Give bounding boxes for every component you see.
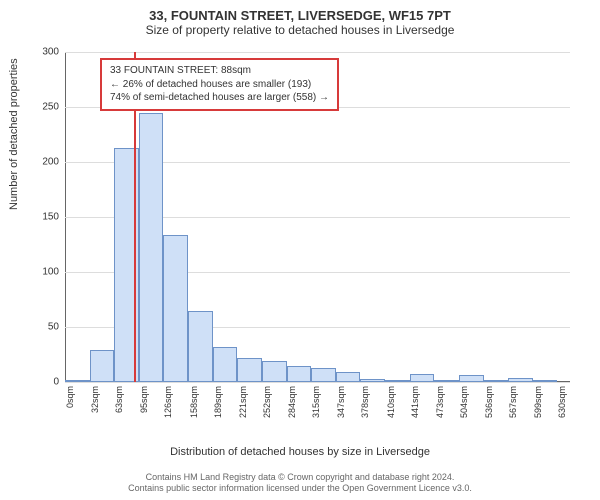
histogram-bar	[336, 372, 361, 382]
x-tick-label: 221sqm	[238, 386, 248, 418]
y-tick-label: 200	[27, 157, 59, 168]
x-tick-label: 347sqm	[336, 386, 346, 418]
footer-line-2: Contains public sector information licen…	[0, 483, 600, 494]
histogram-bar	[237, 358, 262, 382]
x-tick-label: 504sqm	[459, 386, 469, 418]
plot-area: 0501001502002503000sqm32sqm63sqm95sqm126…	[65, 52, 570, 382]
histogram-bar	[484, 380, 509, 382]
x-tick-label: 126sqm	[163, 386, 173, 418]
histogram-bar	[508, 378, 533, 382]
histogram-bar	[360, 379, 385, 382]
histogram-bar	[410, 374, 435, 382]
x-tick-label: 158sqm	[189, 386, 199, 418]
x-tick-label: 441sqm	[410, 386, 420, 418]
x-tick-label: 63sqm	[114, 386, 124, 413]
histogram-bar	[65, 380, 90, 382]
y-tick-label: 150	[27, 212, 59, 223]
x-tick-label: 32sqm	[90, 386, 100, 413]
histogram-bar	[287, 366, 312, 383]
chart-title: 33, FOUNTAIN STREET, LIVERSEDGE, WF15 7P…	[0, 0, 600, 23]
x-axis-label: Distribution of detached houses by size …	[0, 446, 600, 458]
x-tick-label: 536sqm	[484, 386, 494, 418]
histogram-bar	[385, 380, 410, 382]
x-tick-label: 0sqm	[65, 386, 75, 408]
x-tick-label: 473sqm	[435, 386, 445, 418]
histogram-bar	[163, 235, 188, 382]
histogram-bar	[262, 361, 287, 382]
chart-subtitle: Size of property relative to detached ho…	[0, 23, 600, 41]
gridline	[65, 382, 570, 383]
x-tick-label: 599sqm	[533, 386, 543, 418]
chart-container: 33, FOUNTAIN STREET, LIVERSEDGE, WF15 7P…	[0, 0, 600, 500]
histogram-bar	[459, 375, 484, 382]
annotation-line2: ← 26% of detached houses are smaller (19…	[110, 78, 329, 92]
y-tick-label: 100	[27, 267, 59, 278]
annotation-box: 33 FOUNTAIN STREET: 88sqm← 26% of detach…	[100, 58, 339, 111]
y-tick-label: 50	[27, 322, 59, 333]
histogram-bar	[213, 347, 238, 382]
x-tick-label: 189sqm	[213, 386, 223, 418]
y-tick-label: 0	[27, 377, 59, 388]
footer-text: Contains HM Land Registry data © Crown c…	[0, 472, 600, 495]
y-axis-label: Number of detached properties	[8, 58, 20, 210]
annotation-line1: 33 FOUNTAIN STREET: 88sqm	[110, 64, 329, 78]
x-tick-label: 95sqm	[139, 386, 149, 413]
y-tick-label: 300	[27, 47, 59, 58]
x-tick-label: 567sqm	[508, 386, 518, 418]
x-tick-label: 630sqm	[557, 386, 567, 418]
histogram-bar	[434, 380, 459, 382]
histogram-bar	[188, 311, 213, 383]
x-tick-label: 378sqm	[360, 386, 370, 418]
histogram-bar	[533, 380, 558, 382]
gridline	[65, 52, 570, 53]
x-tick-label: 252sqm	[262, 386, 272, 418]
x-tick-label: 410sqm	[386, 386, 396, 418]
histogram-bar	[90, 350, 115, 382]
x-tick-label: 315sqm	[311, 386, 321, 418]
annotation-line3: 74% of semi-detached houses are larger (…	[110, 91, 329, 105]
x-tick-label: 284sqm	[287, 386, 297, 418]
histogram-bar	[311, 368, 336, 382]
histogram-bar	[139, 113, 164, 383]
y-tick-label: 250	[27, 102, 59, 113]
footer-line-1: Contains HM Land Registry data © Crown c…	[0, 472, 600, 483]
